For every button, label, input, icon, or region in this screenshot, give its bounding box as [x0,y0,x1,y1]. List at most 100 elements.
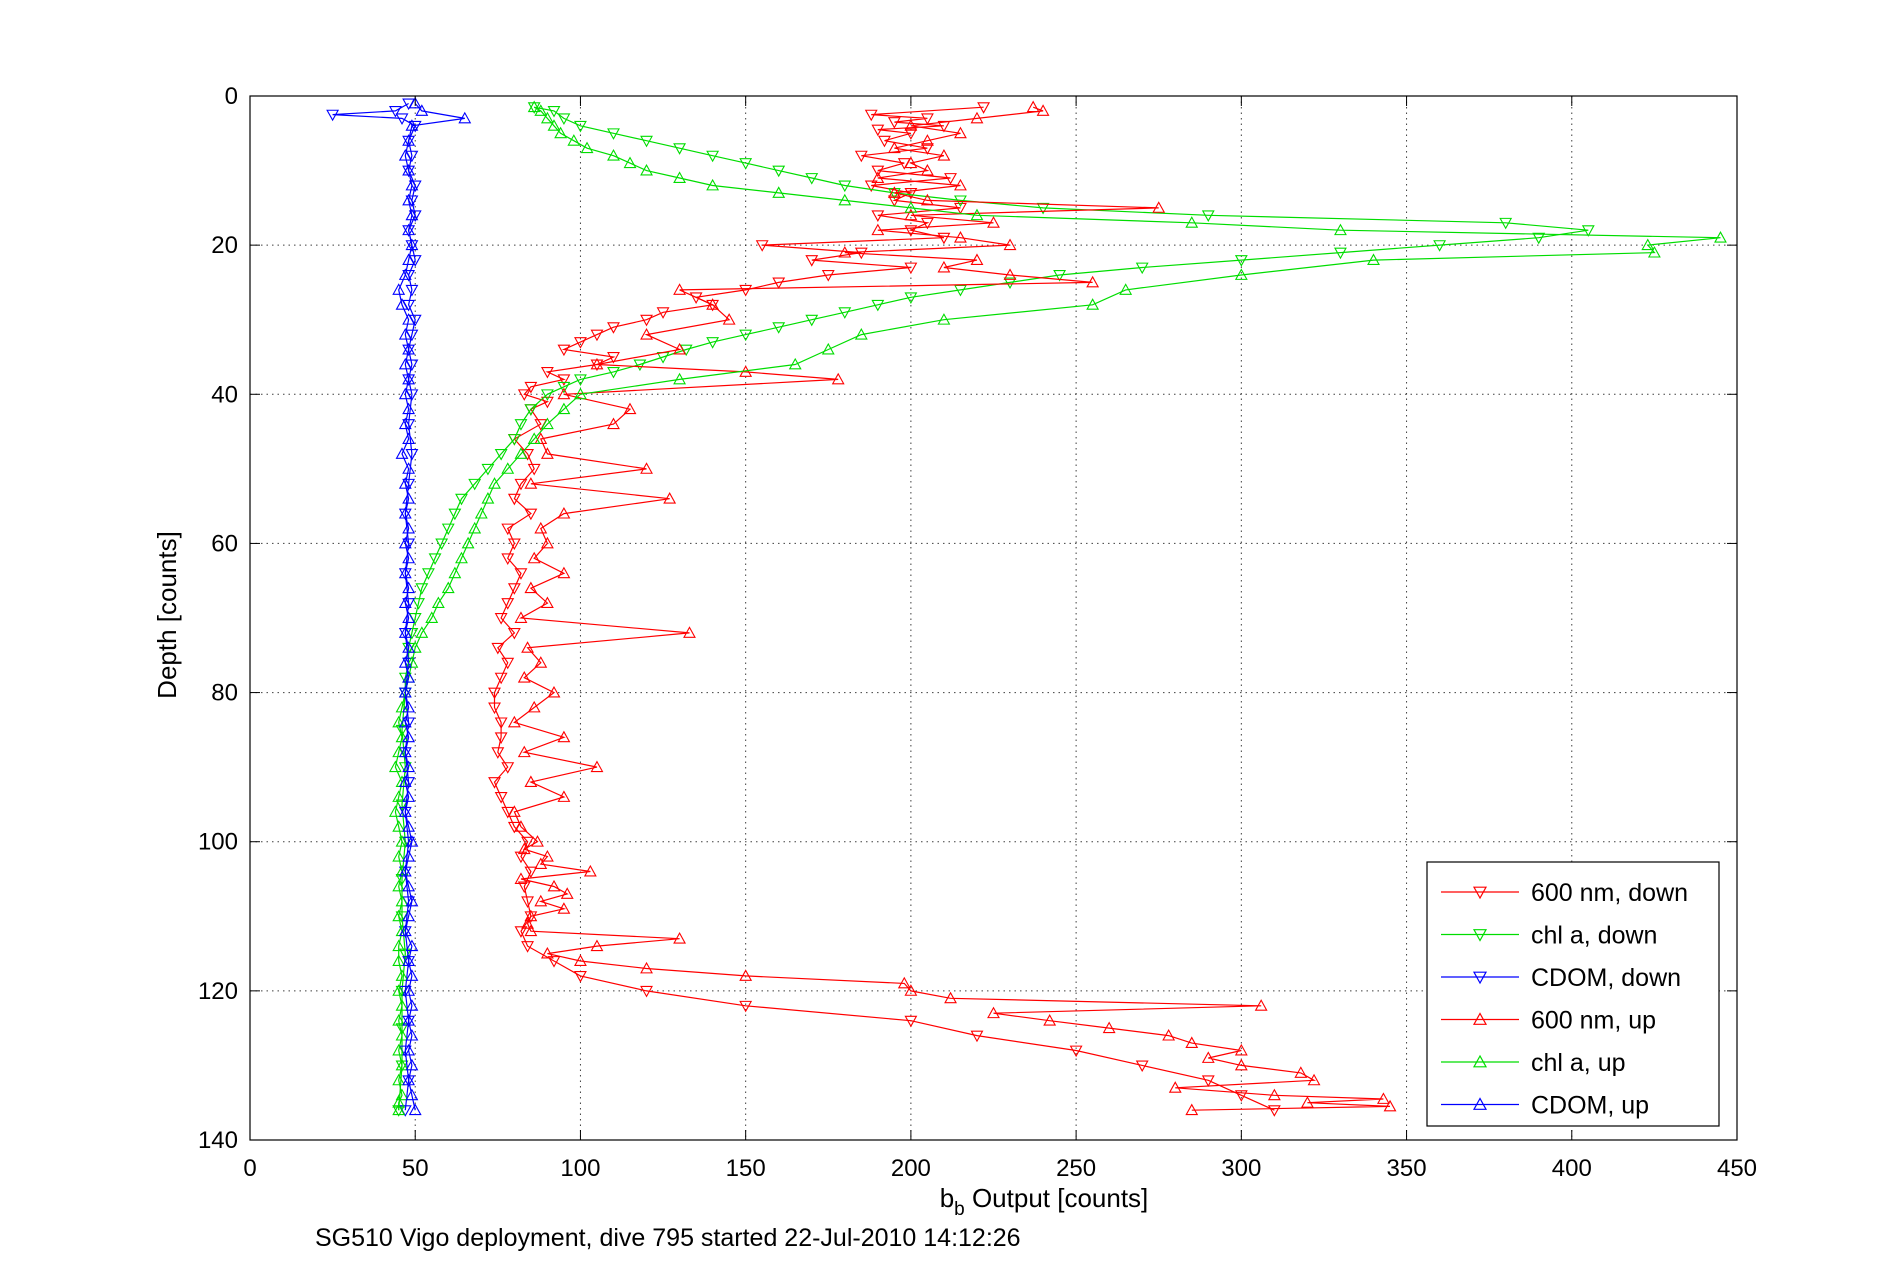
data-point [640,985,653,998]
data-point [501,462,515,474]
data-point [517,745,531,758]
data-point [1234,1043,1248,1056]
data-point [1069,1045,1083,1058]
y-axis-label: Depth [counts] [152,531,182,699]
legend-label: chl a, down [1531,922,1657,950]
data-point [402,909,416,922]
data-point [673,342,687,355]
legend: 600 nm, down chl a, down CDOM, down 600 nm,… [1426,861,1720,1127]
data-point [557,902,571,914]
data-point [415,583,429,595]
data-point [412,598,425,610]
data-point [580,141,594,154]
data-point [395,1028,409,1041]
data-point [706,298,720,310]
data-point [395,298,409,310]
data-point [554,126,568,139]
data-point [1581,225,1595,237]
data-point [402,671,416,683]
data-point [392,283,406,295]
data-point [887,117,901,129]
data-point [534,656,548,668]
series-line [398,103,465,1111]
data-point [1201,1051,1215,1063]
data-point [517,389,531,401]
data-point [920,217,934,230]
data-point [1334,223,1347,236]
data-point [402,984,416,996]
data-point [574,970,587,983]
series-chl-a-up [388,100,1727,1116]
legend-item: CDOM, down [1441,964,1681,992]
data-point [507,805,521,817]
data-point [422,568,435,580]
data-point [405,208,419,221]
data-point [441,581,455,594]
data-point [527,551,541,564]
series-600-nm-up [507,100,1397,1116]
data-point [402,760,416,773]
data-point [514,447,528,459]
data-point [1234,268,1248,280]
data-point [392,909,406,922]
data-point [607,322,620,334]
data-point [501,762,515,774]
data-point [455,493,468,506]
data-point [405,1058,419,1071]
data-point [392,820,406,832]
data-point [547,685,561,698]
data-point [398,924,412,937]
data-point [1641,238,1655,251]
data-point [395,835,409,847]
data-point [402,134,416,146]
data-point [398,566,412,579]
data-point [640,961,653,974]
data-point [405,284,419,297]
data-point [954,231,967,243]
data-point [540,396,554,409]
x-tick-label: 450 [1717,1155,1757,1182]
legend-swatch-marker [1472,929,1488,942]
data-point [557,344,571,357]
data-point [402,223,416,236]
data-point [524,909,538,922]
data-point [904,984,918,996]
data-point [398,685,412,698]
data-point [1003,268,1017,280]
data-point [557,506,571,519]
data-point [395,730,409,743]
legend-swatch-marker [1472,1054,1488,1068]
data-point [937,149,951,161]
data-point [514,568,528,580]
data-point [970,208,984,221]
data-point [1294,1066,1308,1078]
data-point [402,700,416,713]
data-point [1135,262,1149,275]
data-point [607,128,620,140]
legend-label: 600 nm, up [1531,1007,1656,1035]
data-point [970,1030,984,1043]
data-point [583,864,597,877]
data-point [1135,1060,1149,1073]
x-axis-label-rest: Output [counts] [965,1183,1149,1213]
data-point [402,1043,416,1056]
data-point [1267,1088,1281,1101]
data-point [405,119,419,131]
data-point [395,894,409,907]
legend-label: CDOM, up [1531,1092,1649,1120]
data-point [395,113,409,126]
data-point [398,268,412,280]
data-point [970,253,984,266]
data-point [1185,1036,1199,1049]
x-tick-label: 350 [1387,1155,1427,1182]
y-tick-label: 20 [211,232,238,259]
data-point [392,790,406,802]
data-point [557,381,571,394]
data-point [521,941,535,953]
data-point [388,805,402,817]
data-point [1383,1099,1397,1112]
data-point [607,149,620,161]
data-point [1162,1028,1176,1041]
data-point [507,538,521,551]
data-point [557,387,571,400]
